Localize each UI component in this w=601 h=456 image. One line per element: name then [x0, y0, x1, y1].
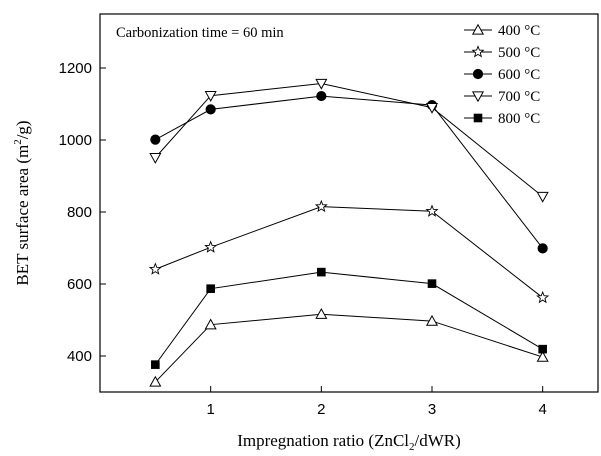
data-point	[427, 279, 437, 288]
x-tick-label: 4	[538, 401, 546, 418]
series-2	[150, 90, 548, 254]
data-point	[204, 91, 217, 102]
data-point	[425, 102, 439, 114]
data-point	[536, 290, 550, 304]
data-point	[314, 199, 328, 213]
series-line	[155, 206, 543, 299]
data-point	[315, 78, 328, 90]
carbonization-annotation: Carbonization time = 60 min	[116, 25, 284, 41]
data-point	[206, 284, 215, 293]
legend: 400 °C 500 °C 600 °C 700 °C 800 °C	[464, 23, 540, 127]
y-axis-label-sup: 2	[12, 139, 24, 145]
x-axis-label-main: Impregnation ratio (ZnCl	[237, 431, 409, 450]
y-tick-label: 1000	[59, 132, 92, 149]
y-axis-label-suffix: /g)	[13, 120, 32, 139]
legend-label: 400 °C	[498, 23, 540, 39]
x-axis: 1 2 3 4	[206, 386, 547, 418]
data-point	[315, 308, 328, 319]
y-axis-label-main: BET surface area (m	[13, 145, 32, 286]
data-point	[536, 350, 549, 362]
x-tick-label: 2	[317, 401, 325, 418]
legend-item: 400 °C	[464, 23, 540, 39]
legend-item: 700 °C	[464, 89, 540, 105]
legend-marker	[471, 91, 485, 103]
series-layer	[148, 78, 550, 387]
data-point	[204, 318, 217, 330]
data-point	[149, 152, 162, 164]
data-point	[150, 134, 161, 145]
legend-marker	[473, 113, 483, 123]
series-4	[151, 267, 547, 369]
series-3	[149, 78, 549, 203]
y-tick-label: 600	[67, 276, 92, 293]
series-line	[155, 95, 544, 249]
legend-item: 600 °C	[464, 67, 540, 83]
series-0	[149, 308, 549, 387]
legend-label: 800 °C	[498, 111, 540, 127]
data-point	[536, 191, 549, 203]
legend-label: 700 °C	[498, 89, 540, 105]
plot-frame	[99, 13, 599, 393]
data-point	[151, 360, 160, 369]
x-tick-label: 1	[206, 401, 214, 418]
series-line	[154, 82, 543, 197]
data-point	[149, 375, 162, 387]
y-axis-label: BET surface area (m2/g)	[12, 120, 32, 285]
x-axis-label-suffix: /dWR)	[415, 431, 461, 450]
data-point	[537, 243, 548, 254]
data-point	[316, 90, 327, 102]
data-point	[538, 344, 547, 354]
data-point	[204, 240, 218, 253]
legend-label: 600 °C	[498, 67, 540, 83]
x-axis-label: Impregnation ratio (ZnCl2/dWR)	[237, 431, 461, 453]
legend-label: 500 °C	[498, 45, 540, 61]
legend-marker	[471, 45, 485, 58]
legend-marker	[471, 23, 485, 35]
y-tick-label: 800	[67, 204, 92, 221]
legend-item: 500 °C	[464, 45, 540, 61]
y-tick-label: 400	[67, 348, 92, 365]
series-1	[148, 199, 550, 304]
y-axis: 400 600 800 1000 1200	[59, 60, 106, 365]
data-point	[205, 104, 216, 115]
data-point	[425, 314, 439, 326]
data-point	[425, 204, 439, 217]
data-point	[148, 262, 162, 275]
legend-item: 800 °C	[464, 111, 540, 127]
legend-marker	[472, 68, 484, 80]
x-axis-label-sub: 2	[409, 441, 415, 453]
y-tick-label: 1200	[59, 60, 92, 77]
data-point	[317, 267, 326, 277]
x-tick-label: 3	[428, 401, 436, 418]
